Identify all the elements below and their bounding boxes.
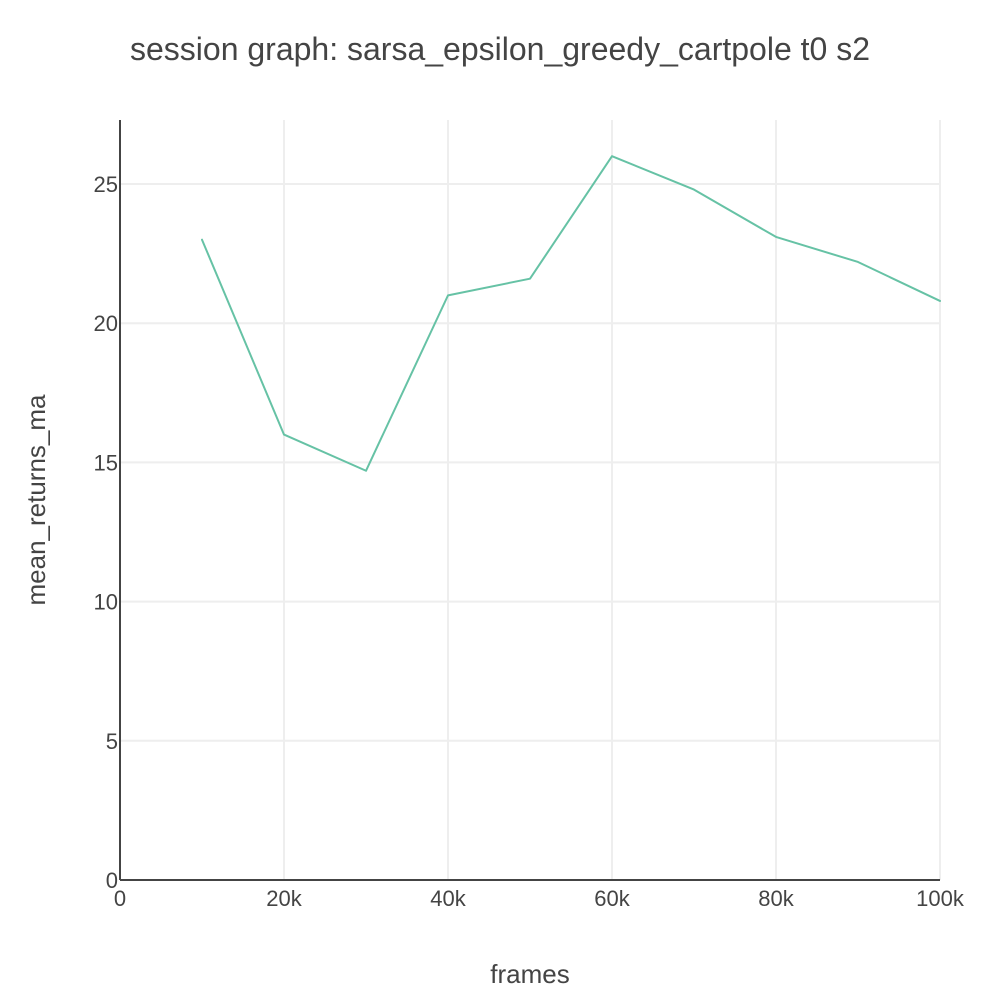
y-tick-label: 25 [94,172,118,197]
series-layer [201,155,941,472]
x-axis-title: frames [490,959,569,989]
x-tick-label: 100k [916,886,965,911]
axes-layer [119,120,940,881]
x-tick-label: 20k [266,886,302,911]
x-tick-label: 80k [758,886,794,911]
chart-title: session graph: sarsa_epsilon_greedy_cart… [130,31,870,67]
grid-layer [120,120,941,880]
y-tick-label: 10 [94,590,118,615]
y-tick-label: 20 [94,311,118,336]
series-line [201,155,941,472]
x-tick-label: 40k [430,886,466,911]
x-tick-label: 0 [114,886,126,911]
y-tick-label: 0 [106,868,118,893]
y-axis-title: mean_returns_ma [21,394,51,606]
x-tick-label: 60k [594,886,630,911]
y-tick-label: 15 [94,450,118,475]
ticks-layer: 0 20k 40k 60k 80k 100k 0 5 10 15 20 25 [94,172,965,911]
y-tick-label: 5 [106,729,118,754]
